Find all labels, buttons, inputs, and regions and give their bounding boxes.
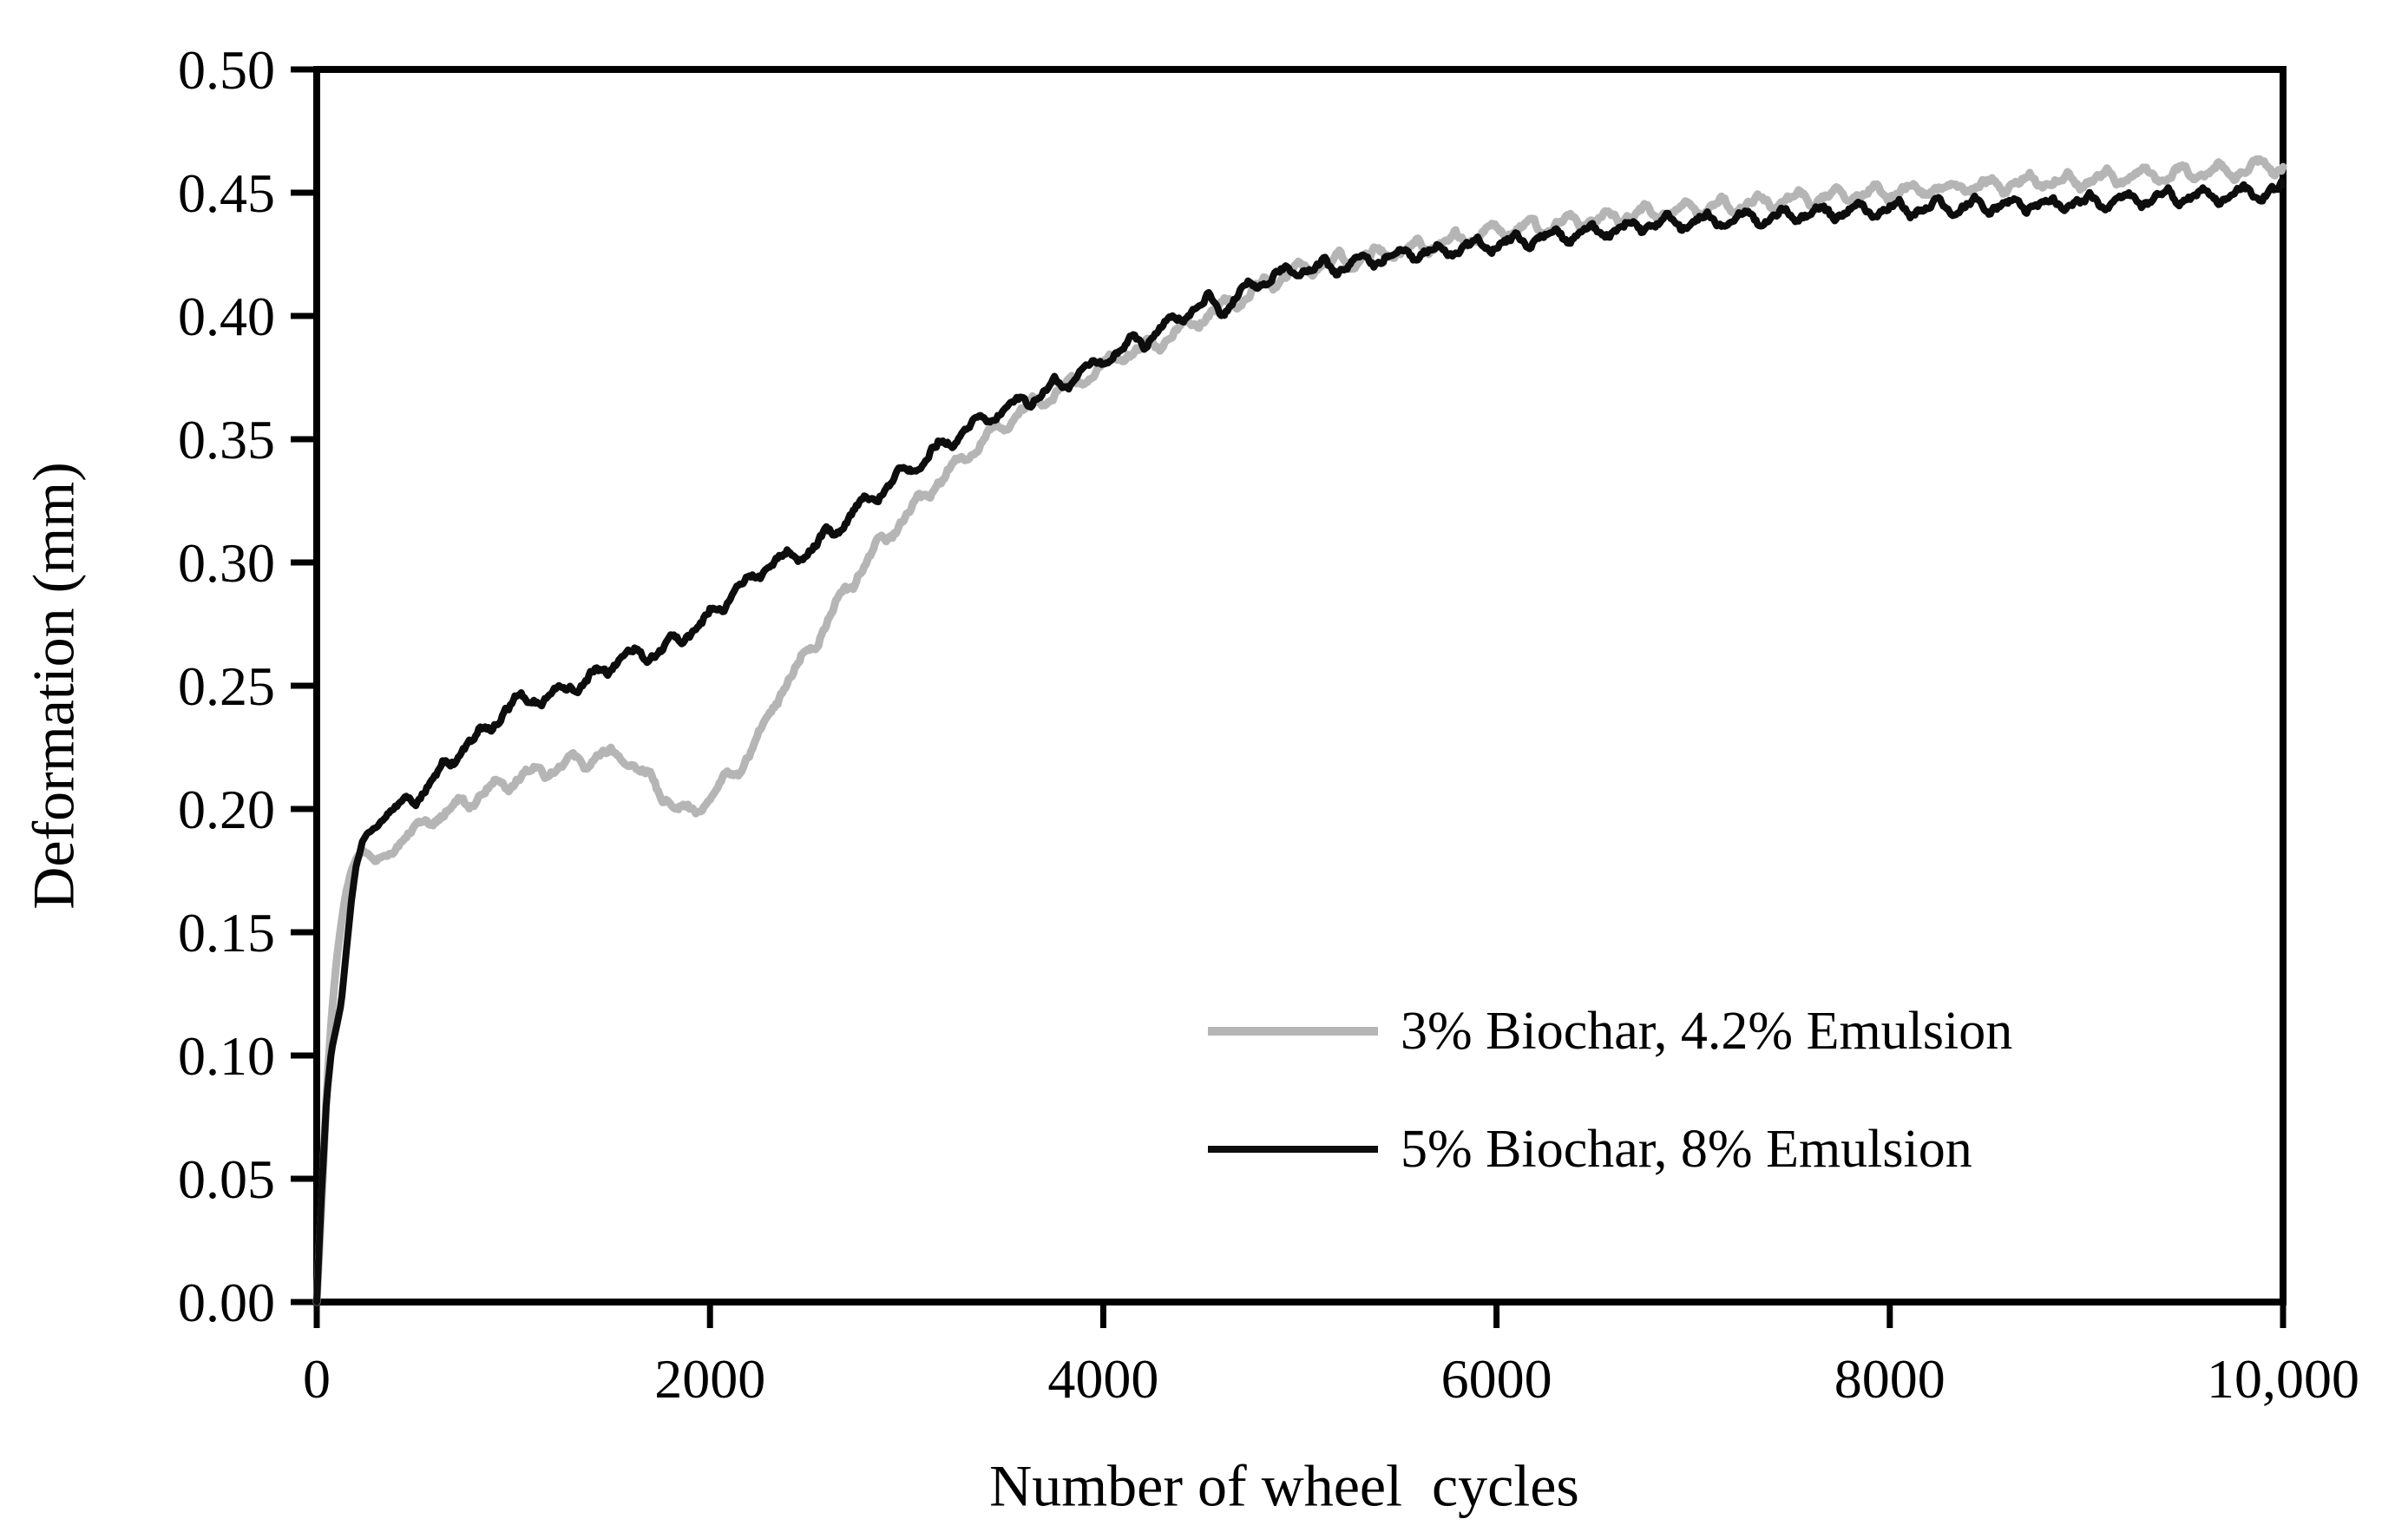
x-tick-label: 2000: [654, 1348, 765, 1410]
y-tick-label: 0.35: [178, 409, 275, 470]
y-tick-label: 0.10: [178, 1025, 275, 1087]
legend-label-black: 5% Biochar, 8% Emulsion: [1401, 1119, 1972, 1179]
legend-label-gray: 3% Biochar, 4.2% Emulsion: [1401, 1001, 2013, 1061]
x-tick-label: 6000: [1441, 1348, 1552, 1410]
x-tick-label: 10,000: [2207, 1348, 2359, 1410]
legend-item-black: 5% Biochar, 8% Emulsion: [1208, 1115, 2012, 1184]
y-tick-label: 0.20: [178, 779, 275, 840]
x-axis-title: Number of wheel cycles: [989, 1452, 1579, 1519]
y-tick-label: 0.00: [178, 1272, 275, 1333]
x-tick-label: 0: [303, 1348, 331, 1410]
y-tick-label: 0.25: [178, 655, 275, 717]
plot-border: [313, 66, 2287, 1306]
y-tick-label: 0.45: [178, 162, 275, 224]
legend: 3% Biochar, 4.2% Emulsion 5% Biochar, 8%…: [1208, 996, 2012, 1184]
y-tick-label: 0.05: [178, 1148, 275, 1210]
x-tick-label: 8000: [1834, 1348, 1945, 1410]
series-line-gray: [312, 155, 2287, 1306]
gray-line-swatch: [1208, 1027, 1378, 1036]
y-tick-label: 0.40: [178, 286, 275, 347]
y-tick-label: 0.50: [178, 39, 275, 101]
y-tick-label: 0.15: [178, 902, 275, 964]
series-line-black: [313, 177, 2287, 1306]
y-axis-title: Deformation (mm): [20, 462, 87, 910]
y-tick-label: 0.30: [178, 532, 275, 594]
black-line-swatch: [1208, 1146, 1378, 1153]
x-tick-label: 4000: [1047, 1348, 1158, 1410]
legend-item-gray: 3% Biochar, 4.2% Emulsion: [1208, 996, 2012, 1066]
